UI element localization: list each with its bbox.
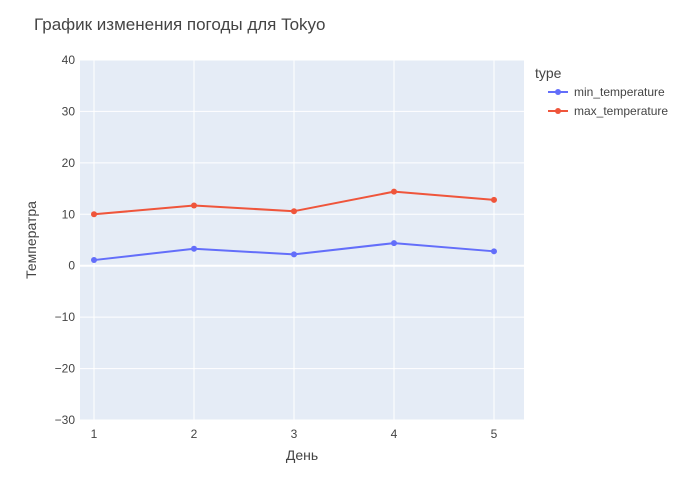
data-series bbox=[91, 188, 497, 264]
y-tick-label: 10 bbox=[62, 207, 76, 221]
y-tick-label: −20 bbox=[55, 362, 76, 376]
x-tick-label: 1 bbox=[91, 427, 98, 441]
plot-area bbox=[80, 60, 524, 420]
legend-marker bbox=[555, 89, 561, 95]
axis-ticks: 1 2 3 4 5 −30 −20 −10 0 10 20 30 40 bbox=[55, 53, 498, 441]
data-point[interactable] bbox=[91, 257, 97, 264]
legend-marker bbox=[555, 108, 561, 114]
data-point[interactable] bbox=[391, 188, 397, 195]
gridlines bbox=[80, 59, 524, 421]
x-tick-label: 4 bbox=[391, 427, 398, 441]
x-axis-label: День bbox=[286, 447, 318, 463]
data-point[interactable] bbox=[291, 251, 297, 258]
x-tick-label: 3 bbox=[291, 427, 298, 441]
legend-item-max-temperature[interactable]: max_temperature bbox=[548, 104, 668, 118]
data-point[interactable] bbox=[191, 202, 197, 209]
legend-item-min-temperature[interactable]: min_temperature bbox=[548, 85, 665, 99]
data-point[interactable] bbox=[191, 245, 197, 252]
data-point[interactable] bbox=[291, 208, 297, 215]
y-tick-label: −10 bbox=[55, 310, 76, 324]
data-point[interactable] bbox=[91, 211, 97, 218]
data-point[interactable] bbox=[391, 240, 397, 247]
y-tick-label: 20 bbox=[62, 156, 76, 170]
x-tick-label: 2 bbox=[191, 427, 198, 441]
y-tick-label: 40 bbox=[62, 53, 76, 67]
x-tick-label: 5 bbox=[491, 427, 498, 441]
legend-items[interactable]: min_temperature max_temperature bbox=[548, 85, 668, 118]
data-point[interactable] bbox=[491, 196, 497, 203]
legend-title: type bbox=[535, 65, 562, 81]
legend[interactable]: type min_temperature max_temperature bbox=[535, 65, 668, 118]
y-tick-label: 0 bbox=[68, 259, 75, 273]
data-point[interactable] bbox=[491, 248, 497, 255]
y-tick-label: 30 bbox=[62, 104, 76, 118]
legend-label: min_temperature bbox=[574, 85, 665, 99]
y-axis-label: Температра bbox=[23, 201, 39, 279]
legend-label: max_temperature bbox=[574, 104, 668, 118]
chart-title: График изменения погоды для Tokyo bbox=[34, 15, 326, 34]
y-tick-label: −30 bbox=[55, 413, 76, 427]
